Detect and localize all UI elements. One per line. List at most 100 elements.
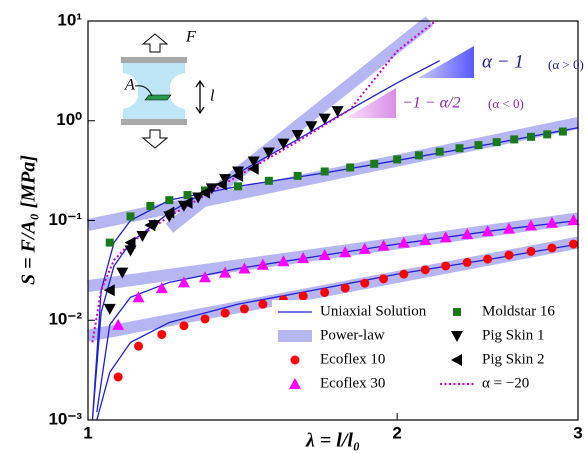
point — [124, 245, 137, 257]
point — [234, 182, 243, 191]
point — [379, 274, 389, 284]
point — [215, 178, 227, 191]
legend-label: Uniaxial Solution — [320, 303, 427, 319]
x-tick-label: 1 — [83, 423, 92, 442]
point — [200, 314, 210, 324]
annotation: (α > 0) — [548, 57, 584, 72]
point — [105, 238, 114, 247]
legend-box — [272, 300, 576, 418]
legend-label: Pig Skin 1 — [482, 327, 545, 343]
point — [199, 186, 211, 199]
point — [462, 257, 472, 267]
point — [525, 219, 538, 231]
curve — [91, 20, 437, 343]
point — [483, 254, 493, 264]
legend-marker — [453, 308, 461, 316]
point — [558, 127, 567, 136]
point — [339, 246, 352, 258]
point — [320, 287, 330, 297]
point — [103, 284, 115, 297]
point — [320, 167, 329, 176]
point — [134, 341, 144, 351]
point — [205, 183, 218, 195]
point — [277, 138, 290, 150]
point — [256, 258, 269, 270]
point — [183, 191, 192, 200]
point — [504, 250, 514, 260]
point — [126, 212, 135, 221]
point — [502, 222, 515, 234]
slope-triangle — [346, 88, 396, 118]
area — [144, 94, 172, 101]
y-tick-label: 10⁻² — [48, 310, 82, 329]
legend-marker — [289, 378, 301, 389]
plot-area — [86, 16, 580, 421]
point — [455, 144, 464, 153]
point — [545, 216, 558, 228]
point — [132, 291, 145, 303]
area-pointer — [134, 85, 153, 97]
legend-label: Pig Skin 2 — [482, 351, 545, 367]
point — [239, 304, 249, 314]
point — [179, 321, 189, 331]
force-arrow — [141, 33, 169, 53]
inset-label: A — [124, 77, 135, 94]
point — [116, 267, 129, 279]
inset-label: l — [210, 88, 215, 105]
y-tick-label: 10⁻³ — [48, 409, 82, 428]
point — [199, 271, 212, 283]
point — [419, 233, 432, 245]
point — [474, 141, 483, 150]
point — [397, 236, 410, 248]
point — [264, 176, 273, 185]
point — [144, 219, 156, 232]
legend-label: Moldstar 16 — [482, 303, 555, 319]
point — [103, 303, 116, 315]
point — [547, 243, 557, 253]
x-tick-label: 2 — [392, 423, 401, 442]
point — [481, 225, 494, 237]
point — [177, 276, 190, 288]
point — [165, 196, 174, 205]
point — [262, 147, 275, 159]
point — [181, 196, 193, 209]
point — [297, 252, 310, 264]
point — [238, 262, 251, 274]
y-tick-label: 10¹ — [57, 10, 82, 29]
curve — [91, 60, 579, 421]
point — [293, 171, 302, 180]
point — [414, 151, 423, 160]
legend-marker — [451, 354, 462, 366]
point — [346, 163, 355, 172]
legend-label: α = −20 — [482, 375, 529, 391]
point — [258, 299, 268, 309]
annotation: (α < 0) — [488, 96, 524, 111]
plate — [121, 119, 187, 125]
legend: Uniaxial Solution Power-law Ecoflex 10 Ecof… — [272, 300, 576, 418]
point — [439, 231, 452, 243]
point — [112, 318, 125, 330]
point — [399, 269, 409, 279]
point — [569, 239, 579, 249]
point — [146, 201, 155, 210]
point — [567, 214, 580, 226]
point — [435, 147, 444, 156]
point — [358, 242, 371, 254]
y-tick-label: 10⁰ — [56, 110, 82, 129]
point — [298, 291, 308, 301]
legend-label: Ecoflex 30 — [320, 375, 385, 391]
inset-label: F — [185, 29, 196, 46]
point — [393, 155, 402, 164]
point — [377, 239, 390, 251]
point — [526, 246, 536, 256]
point — [441, 261, 451, 271]
point — [157, 329, 167, 339]
slope-triangle — [418, 46, 474, 78]
power-law-band — [86, 16, 580, 342]
point — [113, 372, 123, 382]
point — [543, 130, 552, 139]
point — [360, 278, 370, 288]
point — [247, 156, 260, 168]
